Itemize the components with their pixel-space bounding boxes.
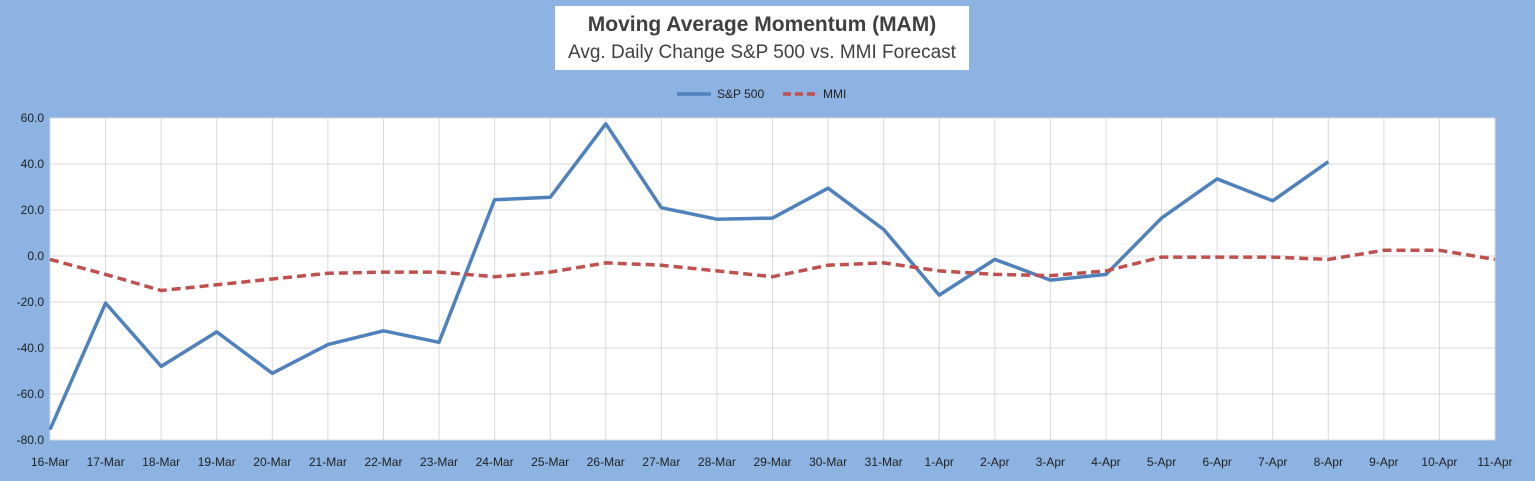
x-tick-label: 24-Mar xyxy=(476,455,514,469)
x-tick-label: 28-Mar xyxy=(698,455,736,469)
x-tick-label: 23-Mar xyxy=(420,455,458,469)
y-tick-label: -60.0 xyxy=(17,387,45,401)
y-tick-label: 60.0 xyxy=(21,111,45,125)
x-tick-label: 16-Mar xyxy=(31,455,69,469)
x-axis: 16-Mar 17-Mar 18-Mar 19-Mar 20-Mar 21-Mar 22-M… xyxy=(31,455,1513,469)
x-tick-label: 5-Apr xyxy=(1147,455,1176,469)
x-tick-label: 19-Mar xyxy=(198,455,236,469)
x-tick-label: 22-Mar xyxy=(364,455,402,469)
x-tick-label: 29-Mar xyxy=(753,455,791,469)
x-tick-label: 31-Mar xyxy=(865,455,903,469)
x-tick-label: 21-Mar xyxy=(309,455,347,469)
x-tick-label: 27-Mar xyxy=(642,455,680,469)
grid-lines xyxy=(49,117,1496,441)
x-tick-label: 7-Apr xyxy=(1258,455,1287,469)
y-tick-label: -40.0 xyxy=(17,341,45,355)
y-tick-label: -20.0 xyxy=(17,295,45,309)
legend-label: S&P 500 xyxy=(717,87,764,101)
chart-title-box: Moving Average Momentum (MAM) Avg. Daily… xyxy=(555,6,969,70)
x-tick-label: 20-Mar xyxy=(253,455,291,469)
chart-subtitle: Avg. Daily Change S&P 500 vs. MMI Foreca… xyxy=(568,42,956,63)
legend-label: MMI xyxy=(823,87,846,101)
y-tick-label: 20.0 xyxy=(21,203,45,217)
x-tick-label: 11-Apr xyxy=(1477,455,1512,469)
series-line-mmi xyxy=(49,248,1496,293)
x-tick-label: 8-Apr xyxy=(1314,455,1343,469)
chart-title: Moving Average Momentum (MAM) xyxy=(587,13,937,36)
legend: S&P 500 MMI xyxy=(677,87,846,101)
series-lines xyxy=(48,122,1496,431)
x-tick-label: 10-Apr xyxy=(1421,455,1457,469)
x-tick-label: 18-Mar xyxy=(142,455,180,469)
y-tick-label: 40.0 xyxy=(21,157,45,171)
y-axis: 60.0 40.0 20.0 0.0 -20.0 -40.0 -60.0 -80.0 xyxy=(17,111,45,447)
x-tick-label: 1-Apr xyxy=(925,455,954,469)
x-tick-label: 17-Mar xyxy=(87,455,125,469)
series-line-sp500 xyxy=(48,122,1330,431)
x-tick-label: 3-Apr xyxy=(1036,455,1065,469)
x-tick-label: 2-Apr xyxy=(980,455,1009,469)
y-tick-label: -80.0 xyxy=(17,433,45,447)
x-tick-label: 6-Apr xyxy=(1202,455,1231,469)
x-tick-label: 30-Mar xyxy=(809,455,847,469)
x-tick-label: 9-Apr xyxy=(1369,455,1398,469)
x-tick-label: 4-Apr xyxy=(1091,455,1120,469)
x-tick-label: 25-Mar xyxy=(531,455,569,469)
y-tick-label: 0.0 xyxy=(27,249,44,263)
x-tick-label: 26-Mar xyxy=(587,455,625,469)
